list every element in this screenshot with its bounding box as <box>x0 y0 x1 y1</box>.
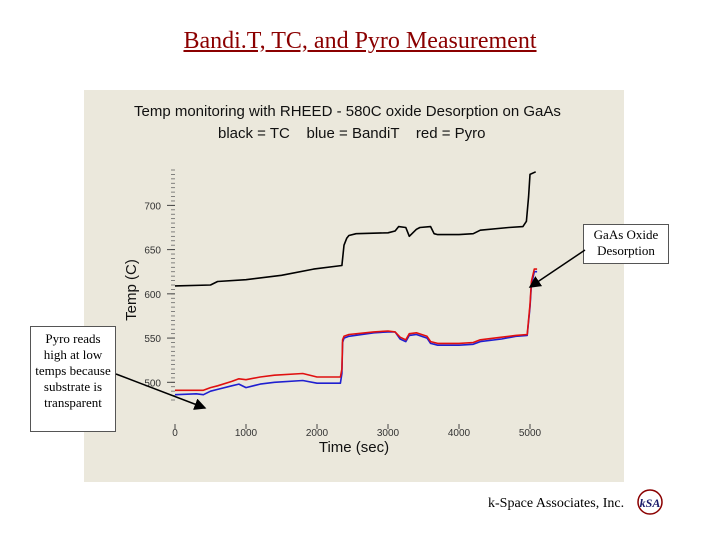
y-tick-label: 700 <box>144 201 161 212</box>
x-tick-label: 4000 <box>448 428 471 439</box>
x-tick-label: 5000 <box>519 428 542 439</box>
plot-area: 500 550 600 650 700 0 1000 2000 3000 4000 5000 <box>144 169 542 439</box>
x-tick-label: 1000 <box>235 428 258 439</box>
chart-panel: Temp monitoring with RHEED - 580C oxide … <box>84 90 624 482</box>
y-tick-label: 500 <box>144 378 161 389</box>
chart-title: Temp monitoring with RHEED - 580C oxide … <box>134 103 561 120</box>
x-tick-label: 0 <box>172 428 178 439</box>
ksa-logo: kSA <box>637 489 663 515</box>
y-tick-label: 550 <box>144 334 161 345</box>
logo-text: kSA <box>640 496 661 510</box>
x-axis-label: Time (sec) <box>319 439 389 456</box>
y-tick-label: 650 <box>144 246 161 257</box>
series-line-pyro <box>175 268 538 392</box>
series-line-tc <box>174 171 537 287</box>
slide-title: Bandi.T, TC, and Pyro Measurement <box>183 28 537 54</box>
x-tick-label: 2000 <box>306 428 329 439</box>
company-footer: k-Space Associates, Inc. <box>488 496 625 511</box>
y-axis-label: Temp (C) <box>123 259 140 321</box>
x-tick-label: 3000 <box>377 428 400 439</box>
series-line-bandit <box>174 270 538 396</box>
chart-subtitle: black = TC blue = BandiT red = Pyro <box>218 125 486 142</box>
chart-svg: Temp monitoring with RHEED - 580C oxide … <box>123 103 561 456</box>
pyro-note-callout: Pyro reads high at low temps because sub… <box>30 326 116 432</box>
y-tick-label: 600 <box>144 290 161 301</box>
gaas-oxide-callout: GaAs Oxide Desorption <box>583 224 669 264</box>
